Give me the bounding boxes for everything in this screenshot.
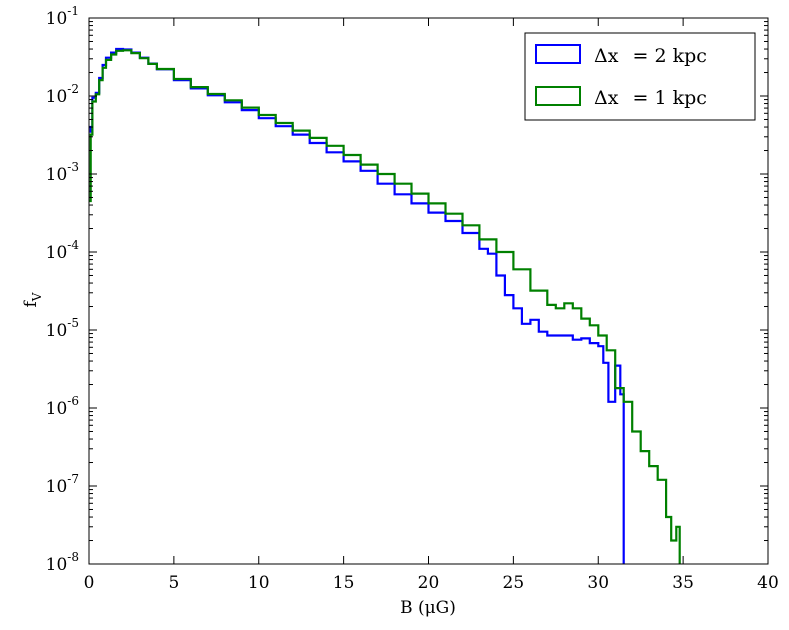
legend-label-1kpc-delta: Δx: [594, 87, 619, 109]
svg-text:Δx = 1 kpc: Δx = 1 kpc: [594, 87, 707, 109]
x-tick-label: 0: [84, 573, 95, 593]
y-tick-label: 10-2: [46, 82, 79, 107]
x-axis: 0 5 10 15 20 25 30 35 40: [84, 18, 779, 593]
legend: Δx = 2 kpc Δx = 1 kpc: [524, 32, 756, 121]
y-axis-title: fV: [21, 292, 44, 307]
y-axis: 10-8 10-7 10-6 10-5 10-4 10-3 10-2 10-1: [46, 4, 768, 575]
x-tick-label: 5: [168, 573, 179, 593]
y-tick-label: 10-6: [46, 394, 79, 419]
x-tick-label: 15: [333, 573, 355, 593]
legend-swatch-2kpc: [535, 44, 581, 64]
series-line-1: [89, 49, 681, 564]
x-tick-label: 35: [672, 573, 694, 593]
y-tick-label: 10-8: [46, 550, 79, 575]
series-line-0: [89, 47, 625, 564]
x-tick-label: 10: [248, 573, 270, 593]
series-layer: [89, 47, 681, 564]
y-axis-title-sub: V: [30, 292, 44, 302]
legend-label-1kpc-rest: = 1 kpc: [632, 87, 706, 109]
y-tick-label: 10-3: [46, 160, 79, 185]
legend-label-2kpc-rest: = 2 kpc: [632, 45, 706, 67]
x-tick-label: 30: [587, 573, 609, 593]
y-axis-title-main: f: [21, 299, 41, 307]
legend-item-2kpc: Δx = 2 kpc: [535, 44, 707, 67]
y-tick-label: 10-7: [46, 472, 79, 497]
y-tick-label: 10-1: [46, 4, 79, 29]
x-tick-label: 40: [757, 573, 779, 593]
x-tick-label: 25: [503, 573, 525, 593]
x-tick-label: 20: [418, 573, 440, 593]
legend-item-1kpc: Δx = 1 kpc: [535, 86, 707, 109]
legend-label-2kpc-delta: Δx: [594, 45, 619, 67]
y-tick-label: 10-5: [46, 316, 79, 341]
x-axis-title: B (μG): [400, 598, 456, 618]
svg-text:fV: fV: [21, 292, 44, 307]
y-tick-label: 10-4: [46, 238, 80, 263]
svg-text:Δx = 2 kpc: Δx = 2 kpc: [594, 45, 707, 67]
legend-swatch-1kpc: [535, 86, 581, 106]
